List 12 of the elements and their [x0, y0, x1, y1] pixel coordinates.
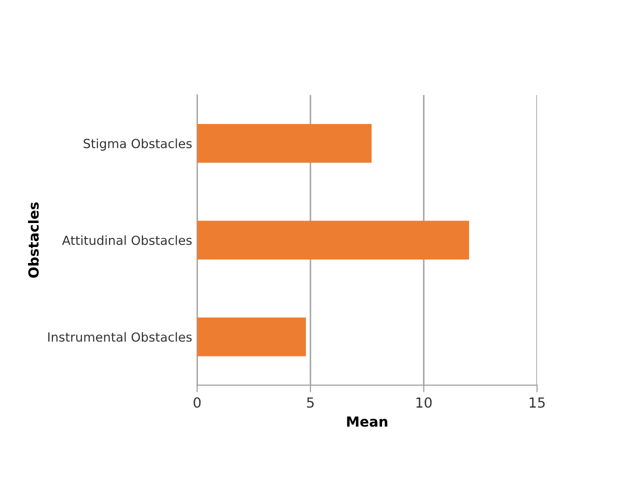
- x-axis-title: Mean: [347, 416, 388, 427]
- x-tick-label: 5: [307, 397, 314, 408]
- y-tick-label: Stigma Obstacles: [84, 138, 192, 151]
- y-tick-label: Instrumental Obstacles: [48, 332, 192, 342]
- y-tick-label: Attitudinal Obstacles: [62, 235, 192, 246]
- y-axis-title: Obstacles: [28, 202, 39, 278]
- bar: [197, 317, 306, 356]
- x-tick-label: 10: [416, 397, 432, 408]
- x-tick-label: 0: [194, 397, 201, 408]
- bar: [197, 220, 470, 260]
- x-tick-label: 15: [530, 397, 545, 408]
- bar: [197, 124, 372, 163]
